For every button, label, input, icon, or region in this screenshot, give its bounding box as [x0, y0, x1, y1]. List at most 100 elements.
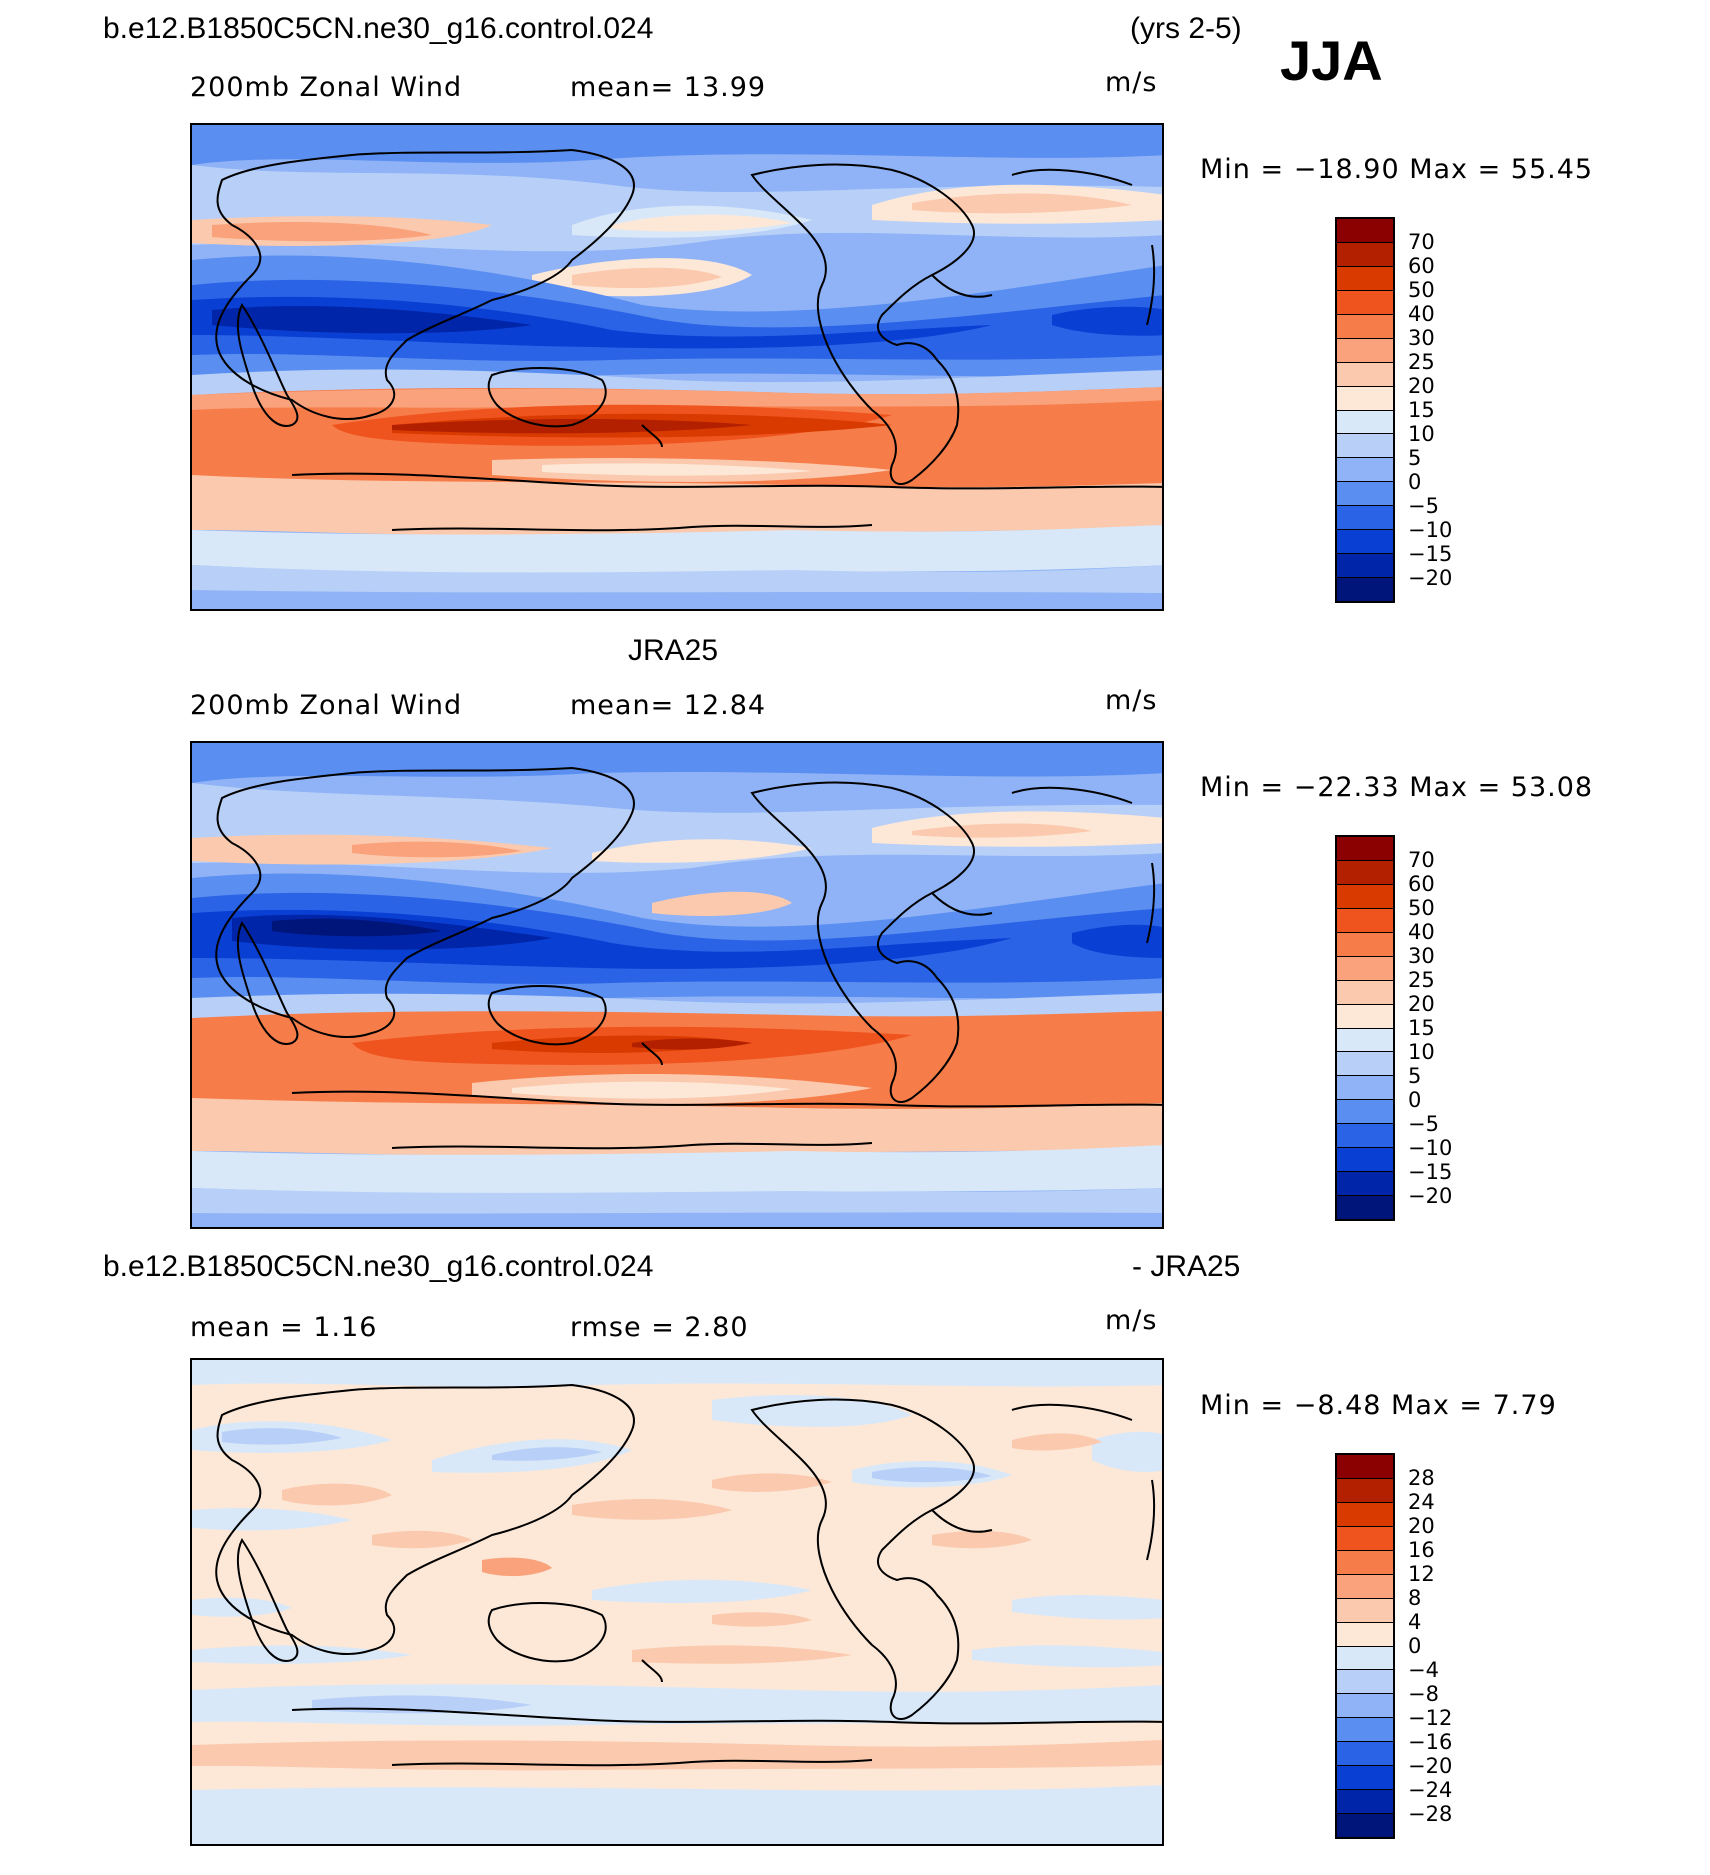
- contour-map: [192, 1360, 1162, 1844]
- colorbar-cell: [1337, 860, 1393, 885]
- colorbar-label: 15: [1408, 1016, 1435, 1040]
- colorbar-label: 30: [1408, 944, 1435, 968]
- colorbar-label: 25: [1408, 350, 1435, 374]
- colorbar-label: −10: [1408, 518, 1453, 542]
- colorbar-label: 10: [1408, 422, 1435, 446]
- colorbar-cell: [1337, 1076, 1393, 1101]
- colorbar-label: −24: [1408, 1778, 1453, 1802]
- colorbar-cell: [1337, 1455, 1393, 1479]
- colorbar-label: 24: [1408, 1490, 1435, 1514]
- colorbar-cell: [1337, 1100, 1393, 1125]
- colorbar-label: 30: [1408, 326, 1435, 350]
- contour-map: [192, 743, 1162, 1227]
- colorbar-cell: [1337, 1574, 1393, 1599]
- colorbar-label: 10: [1408, 1040, 1435, 1064]
- colorbar-cell: [1337, 530, 1393, 555]
- colorbar-label: −20: [1408, 566, 1453, 590]
- colorbar-cell: [1337, 482, 1393, 507]
- colorbar-cell: [1337, 1478, 1393, 1503]
- colorbar-label: 0: [1408, 1634, 1422, 1658]
- minmax-label: Min = −18.90 Max = 55.45: [1200, 154, 1594, 185]
- colorbar-label: −12: [1408, 1706, 1453, 1730]
- colorbar-cell: [1337, 1718, 1393, 1743]
- colorbar-obs: [1335, 835, 1395, 1221]
- colorbar-label: 60: [1408, 254, 1435, 278]
- map-panel-obs: [190, 741, 1164, 1229]
- colorbar-cell: [1337, 290, 1393, 315]
- colorbar-cell: [1337, 554, 1393, 579]
- colorbar-label: 60: [1408, 872, 1435, 896]
- obs-title: JRA25: [628, 634, 719, 667]
- colorbar-diff: [1335, 1453, 1395, 1839]
- case-title: b.e12.B1850C5CN.ne30_g16.control.024: [103, 12, 654, 45]
- colorbar-cell: [1337, 837, 1393, 861]
- colorbar-label: 20: [1408, 374, 1435, 398]
- colorbar-label: 20: [1408, 992, 1435, 1016]
- colorbar-label: −5: [1408, 1112, 1439, 1136]
- map-panel-model: [190, 123, 1164, 611]
- colorbar-cell: [1337, 1004, 1393, 1029]
- diff-title-left: b.e12.B1850C5CN.ne30_g16.control.024: [103, 1250, 654, 1283]
- colorbar-cell: [1337, 266, 1393, 291]
- colorbar-label: −4: [1408, 1658, 1439, 1682]
- colorbar-cell: [1337, 506, 1393, 531]
- colorbar-cell: [1337, 1646, 1393, 1671]
- colorbar-label: 16: [1408, 1538, 1435, 1562]
- colorbar-cell: [1337, 1148, 1393, 1173]
- map-panel-diff: [190, 1358, 1164, 1846]
- colorbar-cell: [1337, 242, 1393, 267]
- colorbar-label: 8: [1408, 1586, 1422, 1610]
- colorbar-label: 12: [1408, 1562, 1435, 1586]
- colorbar-label: 5: [1408, 446, 1422, 470]
- mean-label: mean = 1.16: [190, 1312, 378, 1343]
- colorbar-label: 5: [1408, 1064, 1422, 1088]
- colorbar-cell: [1337, 956, 1393, 981]
- colorbar-cell: [1337, 1598, 1393, 1623]
- units-label: m/s: [1105, 1305, 1158, 1336]
- colorbar-label: 70: [1408, 848, 1435, 872]
- colorbar-label: −28: [1408, 1802, 1453, 1826]
- years-label: (yrs 2-5): [1130, 12, 1242, 45]
- colorbar-label: 4: [1408, 1610, 1422, 1634]
- colorbar-cell: [1337, 1052, 1393, 1077]
- colorbar-model: [1335, 217, 1395, 603]
- variable-label: 200mb Zonal Wind: [190, 72, 463, 103]
- colorbar-label: 0: [1408, 1088, 1422, 1112]
- colorbar-cell: [1337, 1526, 1393, 1551]
- colorbar-cell: [1337, 884, 1393, 909]
- colorbar-cell: [1337, 1028, 1393, 1053]
- colorbar-label: 0: [1408, 470, 1422, 494]
- colorbar-cell: [1337, 1622, 1393, 1647]
- colorbar-label: 15: [1408, 398, 1435, 422]
- colorbar-label: 25: [1408, 968, 1435, 992]
- colorbar-label: 50: [1408, 278, 1435, 302]
- season-label: JJA: [1280, 29, 1383, 92]
- colorbar-cell: [1337, 1502, 1393, 1527]
- colorbar-label: 40: [1408, 920, 1435, 944]
- colorbar-cell: [1337, 219, 1393, 243]
- colorbar-label: −15: [1408, 542, 1453, 566]
- colorbar-label: 40: [1408, 302, 1435, 326]
- contour-map: [192, 125, 1162, 609]
- colorbar-cell: [1337, 386, 1393, 411]
- colorbar-label: −15: [1408, 1160, 1453, 1184]
- colorbar-cell: [1337, 1814, 1393, 1837]
- colorbar-label: 20: [1408, 1514, 1435, 1538]
- minmax-label: Min = −8.48 Max = 7.79: [1200, 1390, 1557, 1421]
- colorbar-cell: [1337, 1196, 1393, 1219]
- colorbar-label: −10: [1408, 1136, 1453, 1160]
- colorbar-cell: [1337, 1742, 1393, 1767]
- colorbar-cell: [1337, 1124, 1393, 1149]
- colorbar-cell: [1337, 1694, 1393, 1719]
- colorbar-label: 28: [1408, 1466, 1435, 1490]
- colorbar-cell: [1337, 980, 1393, 1005]
- colorbar-cell: [1337, 410, 1393, 435]
- variable-label: 200mb Zonal Wind: [190, 690, 463, 721]
- colorbar-cell: [1337, 1670, 1393, 1695]
- colorbar-cell: [1337, 434, 1393, 459]
- colorbar-cell: [1337, 908, 1393, 933]
- colorbar-label: −20: [1408, 1184, 1453, 1208]
- colorbar-cell: [1337, 1550, 1393, 1575]
- colorbar-cell: [1337, 578, 1393, 601]
- colorbar-cell: [1337, 458, 1393, 483]
